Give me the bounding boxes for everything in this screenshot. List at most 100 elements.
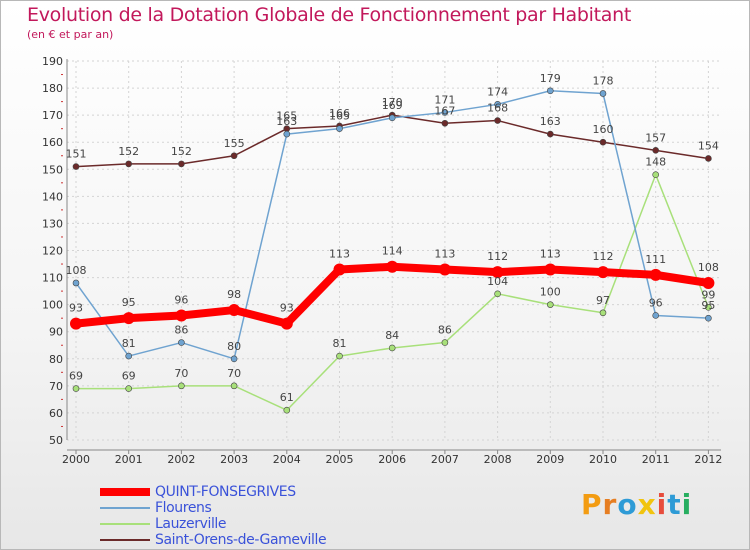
data-point-saint-orens-de-gameville bbox=[125, 160, 132, 168]
chart-title: Evolution de la Dotation Globale de Fonc… bbox=[27, 4, 632, 26]
y-tick-label: 170 bbox=[42, 109, 63, 122]
data-point-quint-fonsegrives bbox=[175, 309, 188, 322]
legend-label: Saint-Orens-de-Gameville bbox=[155, 532, 327, 548]
data-point-flourens bbox=[388, 114, 396, 122]
data-label-flourens: 178 bbox=[593, 74, 614, 87]
data-label-saint-orens-de-gameville: 151 bbox=[66, 148, 87, 161]
data-label-lauzerville: 70 bbox=[227, 367, 241, 380]
data-label-lauzerville: 104 bbox=[487, 275, 508, 288]
data-label-quint-fonsegrives: 112 bbox=[487, 250, 508, 263]
data-point-quint-fonsegrives bbox=[386, 260, 399, 273]
y-tick-label: 190 bbox=[42, 55, 63, 68]
data-label-flourens: 95 bbox=[701, 299, 715, 312]
y-tick-label: 130 bbox=[42, 217, 63, 230]
data-point-lauzerville bbox=[72, 385, 80, 392]
data-label-lauzerville: 61 bbox=[280, 391, 294, 404]
data-point-lauzerville bbox=[652, 171, 660, 178]
y-tick-label: 90 bbox=[49, 326, 63, 339]
data-point-lauzerville bbox=[705, 304, 712, 311]
data-point-quint-fonsegrives bbox=[70, 317, 82, 330]
x-tick-label: 2010 bbox=[589, 453, 617, 466]
data-point-quint-fonsegrives bbox=[597, 266, 609, 279]
y-tick-label: 150 bbox=[42, 163, 63, 176]
data-point-quint-fonsegrives bbox=[280, 317, 293, 330]
data-label-flourens: 96 bbox=[649, 296, 663, 309]
y-tick-label: 60 bbox=[49, 407, 63, 420]
data-label-flourens: 179 bbox=[540, 72, 561, 85]
data-point-lauzerville bbox=[230, 382, 238, 390]
data-point-saint-orens-de-gameville bbox=[705, 155, 712, 162]
data-label-quint-fonsegrives: 95 bbox=[122, 296, 136, 309]
y-tick-label: 120 bbox=[42, 245, 63, 258]
legend-label: Lauzerville bbox=[155, 516, 227, 532]
data-label-quint-fonsegrives: 113 bbox=[434, 247, 455, 260]
data-label-saint-orens-de-gameville: 154 bbox=[698, 139, 719, 152]
x-tick-label: 2006 bbox=[378, 453, 406, 466]
data-point-lauzerville bbox=[494, 290, 501, 298]
legend-item-quint-fonsegrives[interactable]: QUINT-FONSEGRIVES bbox=[100, 484, 296, 500]
data-label-quint-fonsegrives: 98 bbox=[227, 288, 241, 301]
data-point-lauzerville bbox=[283, 406, 291, 414]
logo-letter: o bbox=[617, 488, 638, 521]
x-tick-label: 2004 bbox=[273, 453, 301, 466]
y-tick-label: 80 bbox=[49, 353, 63, 366]
proxiti-logo: Proxiti bbox=[581, 488, 692, 521]
data-label-flourens: 174 bbox=[487, 85, 508, 98]
data-point-saint-orens-de-gameville bbox=[441, 119, 449, 127]
data-point-saint-orens-de-gameville bbox=[72, 163, 80, 170]
data-label-saint-orens-de-gameville: 166 bbox=[329, 107, 350, 120]
data-point-quint-fonsegrives bbox=[649, 268, 662, 281]
data-label-quint-fonsegrives: 108 bbox=[698, 261, 719, 274]
series-lines bbox=[70, 87, 715, 414]
legend-item-saint-orens-de-gameville[interactable]: Saint-Orens-de-Gameville bbox=[100, 532, 327, 548]
data-point-quint-fonsegrives bbox=[491, 266, 504, 279]
data-point-lauzerville bbox=[336, 352, 343, 360]
x-tick-label: 2008 bbox=[484, 453, 512, 466]
data-point-lauzerville bbox=[125, 385, 132, 392]
data-point-quint-fonsegrives bbox=[438, 263, 451, 276]
data-label-lauzerville: 69 bbox=[69, 370, 83, 383]
data-label-lauzerville: 100 bbox=[540, 286, 561, 299]
data-point-quint-fonsegrives bbox=[228, 304, 241, 317]
y-tick-label: 140 bbox=[42, 190, 63, 203]
data-label-lauzerville: 86 bbox=[438, 324, 452, 337]
data-point-flourens bbox=[230, 355, 238, 363]
legend-swatch bbox=[100, 488, 150, 496]
data-label-saint-orens-de-gameville: 170 bbox=[382, 96, 403, 109]
data-point-lauzerville bbox=[178, 382, 185, 390]
data-point-flourens bbox=[441, 109, 449, 116]
axes: 50 60 70 80 90 100 110 120 130 140 150 160 170 180 190… bbox=[42, 55, 722, 466]
x-tick-label: 2000 bbox=[62, 453, 90, 466]
data-label-flourens: 86 bbox=[174, 324, 188, 337]
data-label-quint-fonsegrives: 114 bbox=[382, 245, 403, 258]
data-point-flourens bbox=[546, 87, 554, 95]
logo-letter: P bbox=[581, 488, 603, 521]
data-label-flourens: 165 bbox=[329, 110, 350, 123]
data-point-saint-orens-de-gameville bbox=[599, 138, 607, 146]
data-label-flourens: 171 bbox=[434, 93, 455, 106]
data-point-quint-fonsegrives bbox=[122, 312, 135, 325]
x-tick-label: 2009 bbox=[536, 453, 564, 466]
data-label-quint-fonsegrives: 96 bbox=[174, 293, 188, 306]
logo-letter: x bbox=[637, 488, 657, 521]
data-point-saint-orens-de-gameville bbox=[652, 147, 660, 154]
y-tick-label: 110 bbox=[42, 272, 63, 285]
legend-swatch bbox=[100, 507, 150, 509]
data-point-lauzerville bbox=[388, 344, 396, 352]
legend-label: Flourens bbox=[155, 500, 212, 516]
legend-item-flourens[interactable]: Flourens bbox=[100, 500, 212, 516]
data-point-lauzerville bbox=[546, 301, 554, 308]
logo-letter: i bbox=[681, 488, 693, 521]
data-label-saint-orens-de-gameville: 160 bbox=[593, 123, 614, 136]
data-label-quint-fonsegrives: 111 bbox=[645, 253, 666, 266]
data-label-saint-orens-de-gameville: 165 bbox=[276, 110, 297, 123]
data-label-saint-orens-de-gameville: 168 bbox=[487, 102, 508, 115]
x-tick-label: 2003 bbox=[220, 453, 248, 466]
x-tick-label: 2012 bbox=[694, 453, 722, 466]
legend-item-lauzerville[interactable]: Lauzerville bbox=[100, 516, 227, 532]
data-label-lauzerville: 69 bbox=[122, 370, 136, 383]
logo-letter: t bbox=[667, 488, 682, 521]
data-label-saint-orens-de-gameville: 155 bbox=[224, 137, 245, 150]
data-label-lauzerville: 97 bbox=[596, 294, 610, 307]
